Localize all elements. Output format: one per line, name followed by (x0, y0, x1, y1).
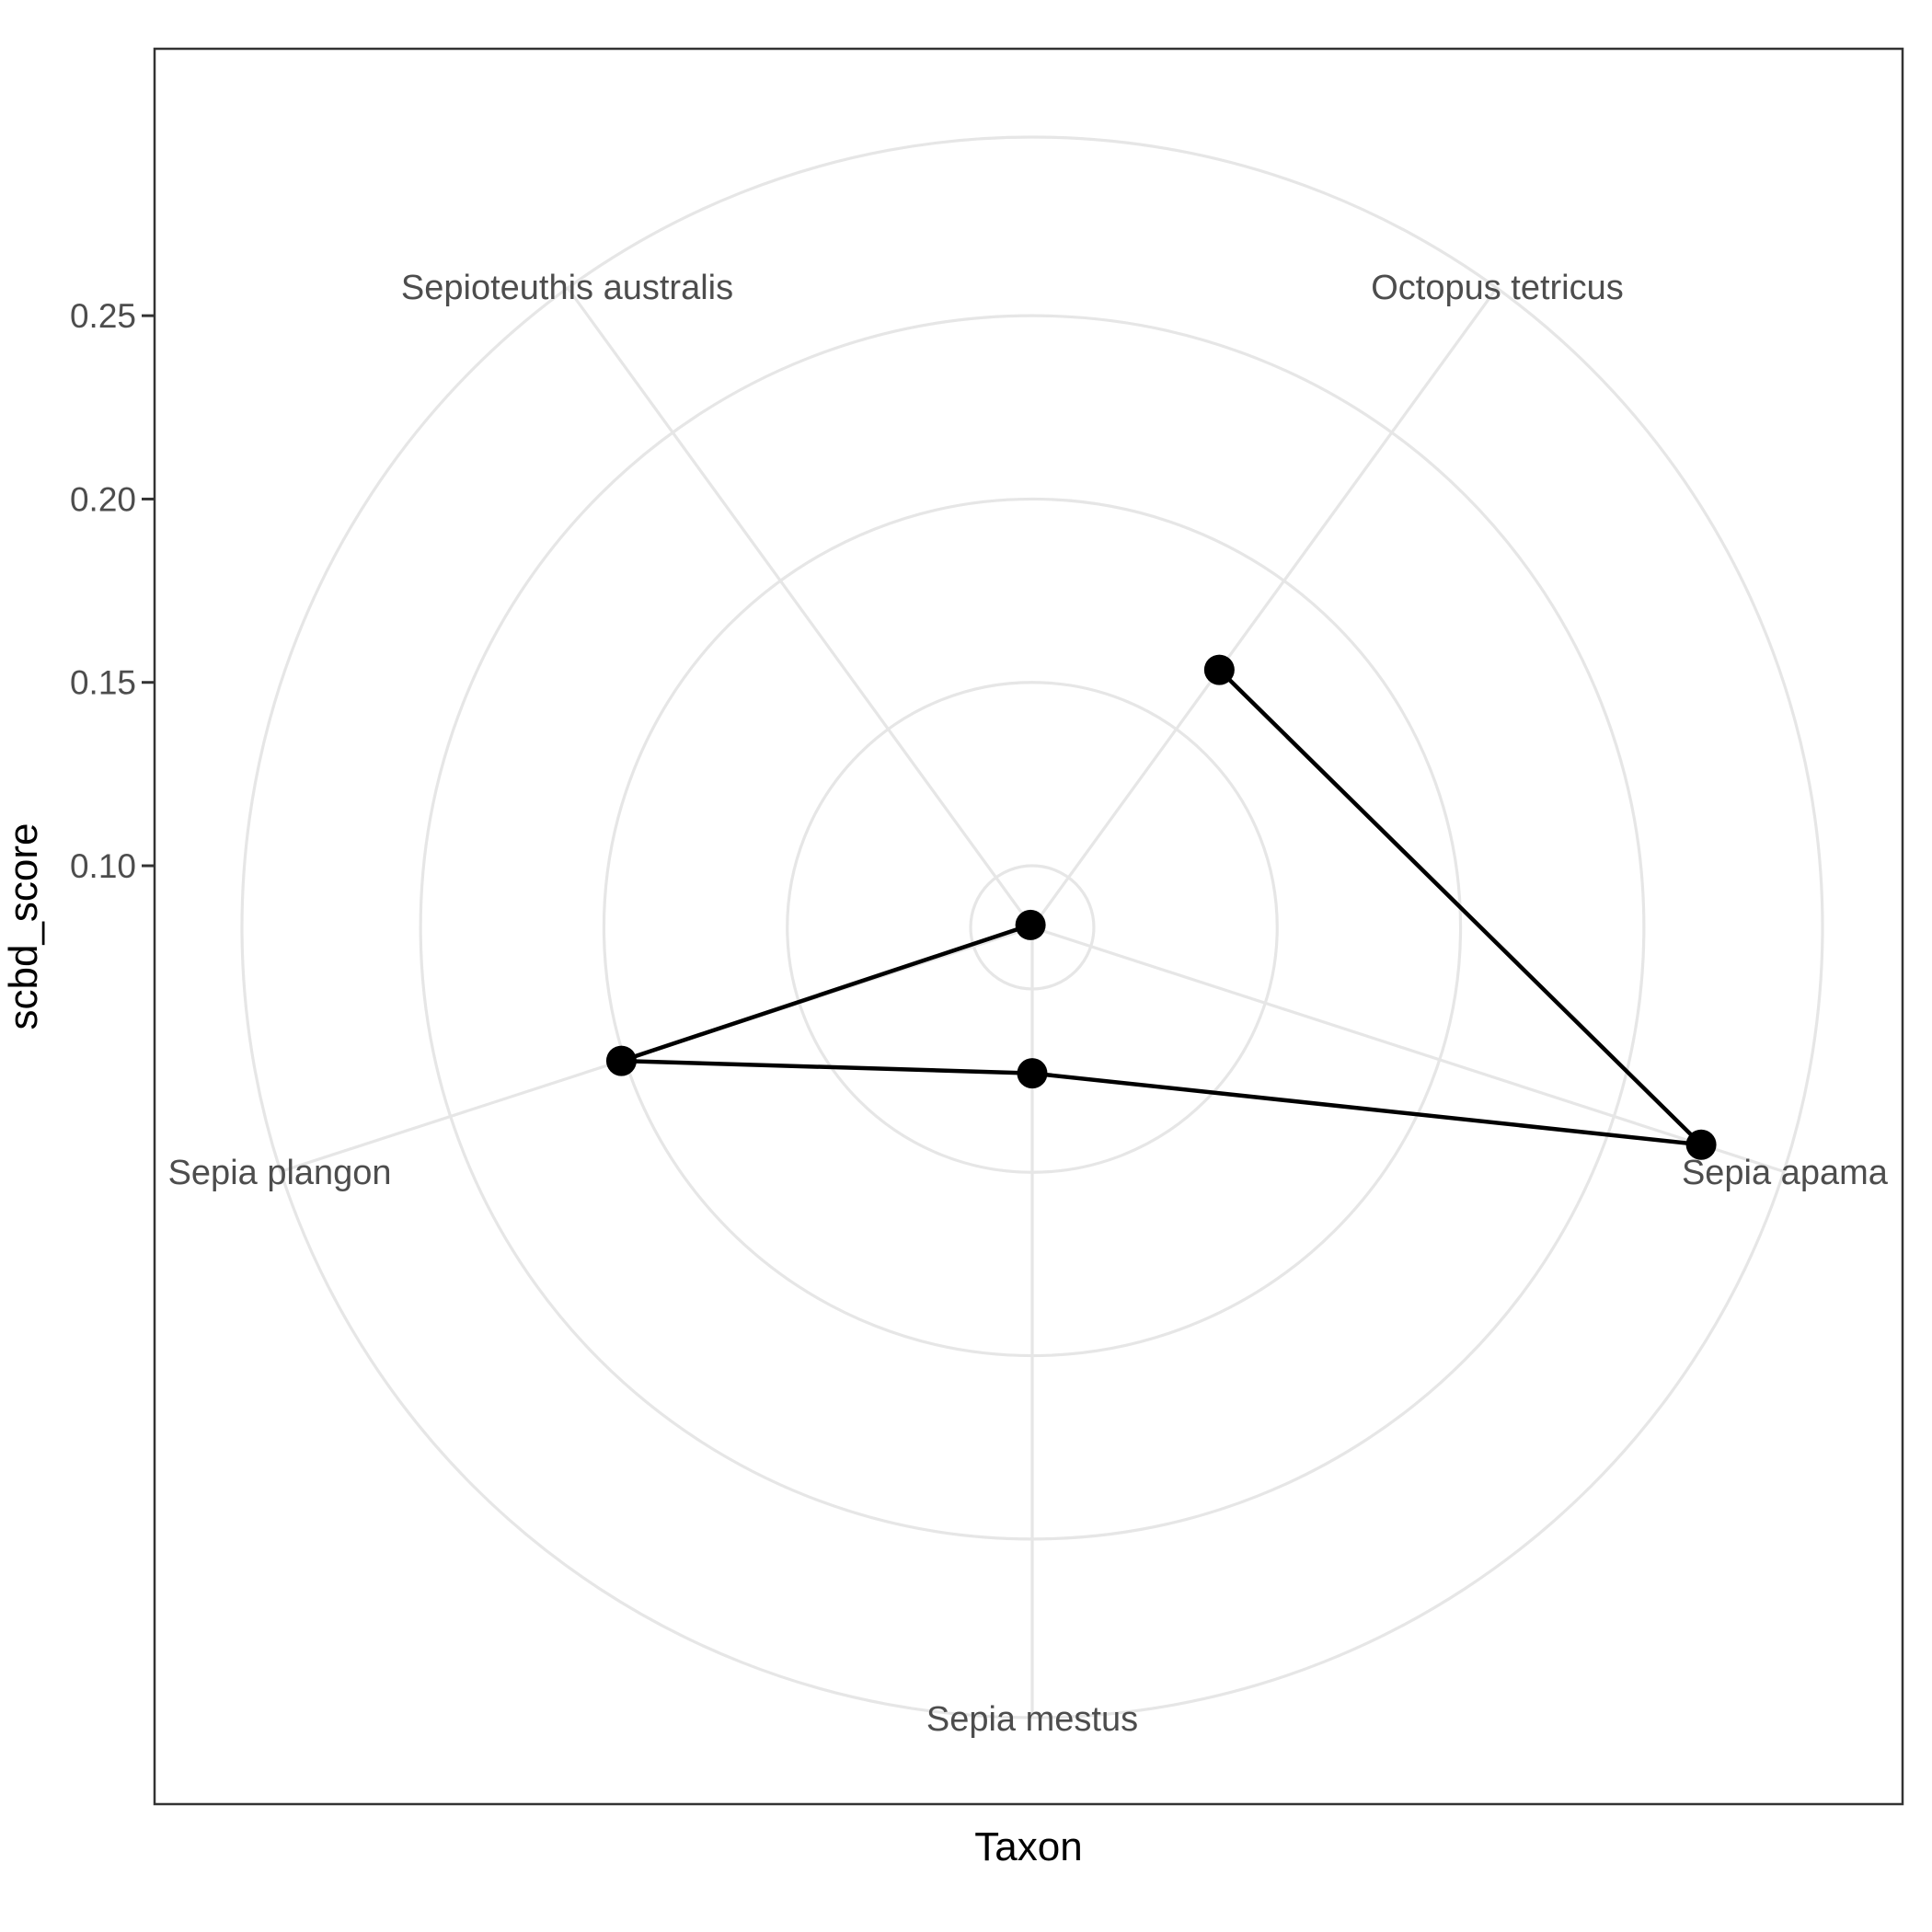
data-point (1017, 1058, 1048, 1089)
category-label: Sepioteuthis australis (401, 269, 733, 307)
data-series (605, 654, 1717, 1160)
data-point (605, 1045, 637, 1076)
y-axis-title: scbd_score (1, 822, 46, 1029)
category-label: Sepia apama (1682, 1154, 1889, 1192)
category-label: Sepia mestus (926, 1700, 1138, 1739)
data-point (1015, 909, 1046, 940)
r-axis-tick-label: 0.20 (70, 480, 136, 518)
data-point (1203, 654, 1235, 685)
category-label: Octopus tetricus (1371, 269, 1624, 307)
grid-spoke (1031, 926, 1785, 1173)
category-label: Sepia plangon (168, 1154, 392, 1192)
r-axis-tick-label: 0.10 (70, 847, 136, 885)
data-point (1685, 1129, 1717, 1160)
grid-spoke (1030, 287, 1499, 928)
r-axis-tick-label: 0.25 (70, 297, 136, 335)
grid-spoke (566, 287, 1034, 928)
category-labels: Octopus tetricus Sepia apama Sepia mestus S… (168, 269, 1889, 1739)
x-axis-title: Taxon (974, 1824, 1082, 1869)
r-axis-tick-label: 0.15 (70, 664, 136, 702)
radial-axis: 0.10 0.15 0.20 0.25 (70, 297, 155, 885)
